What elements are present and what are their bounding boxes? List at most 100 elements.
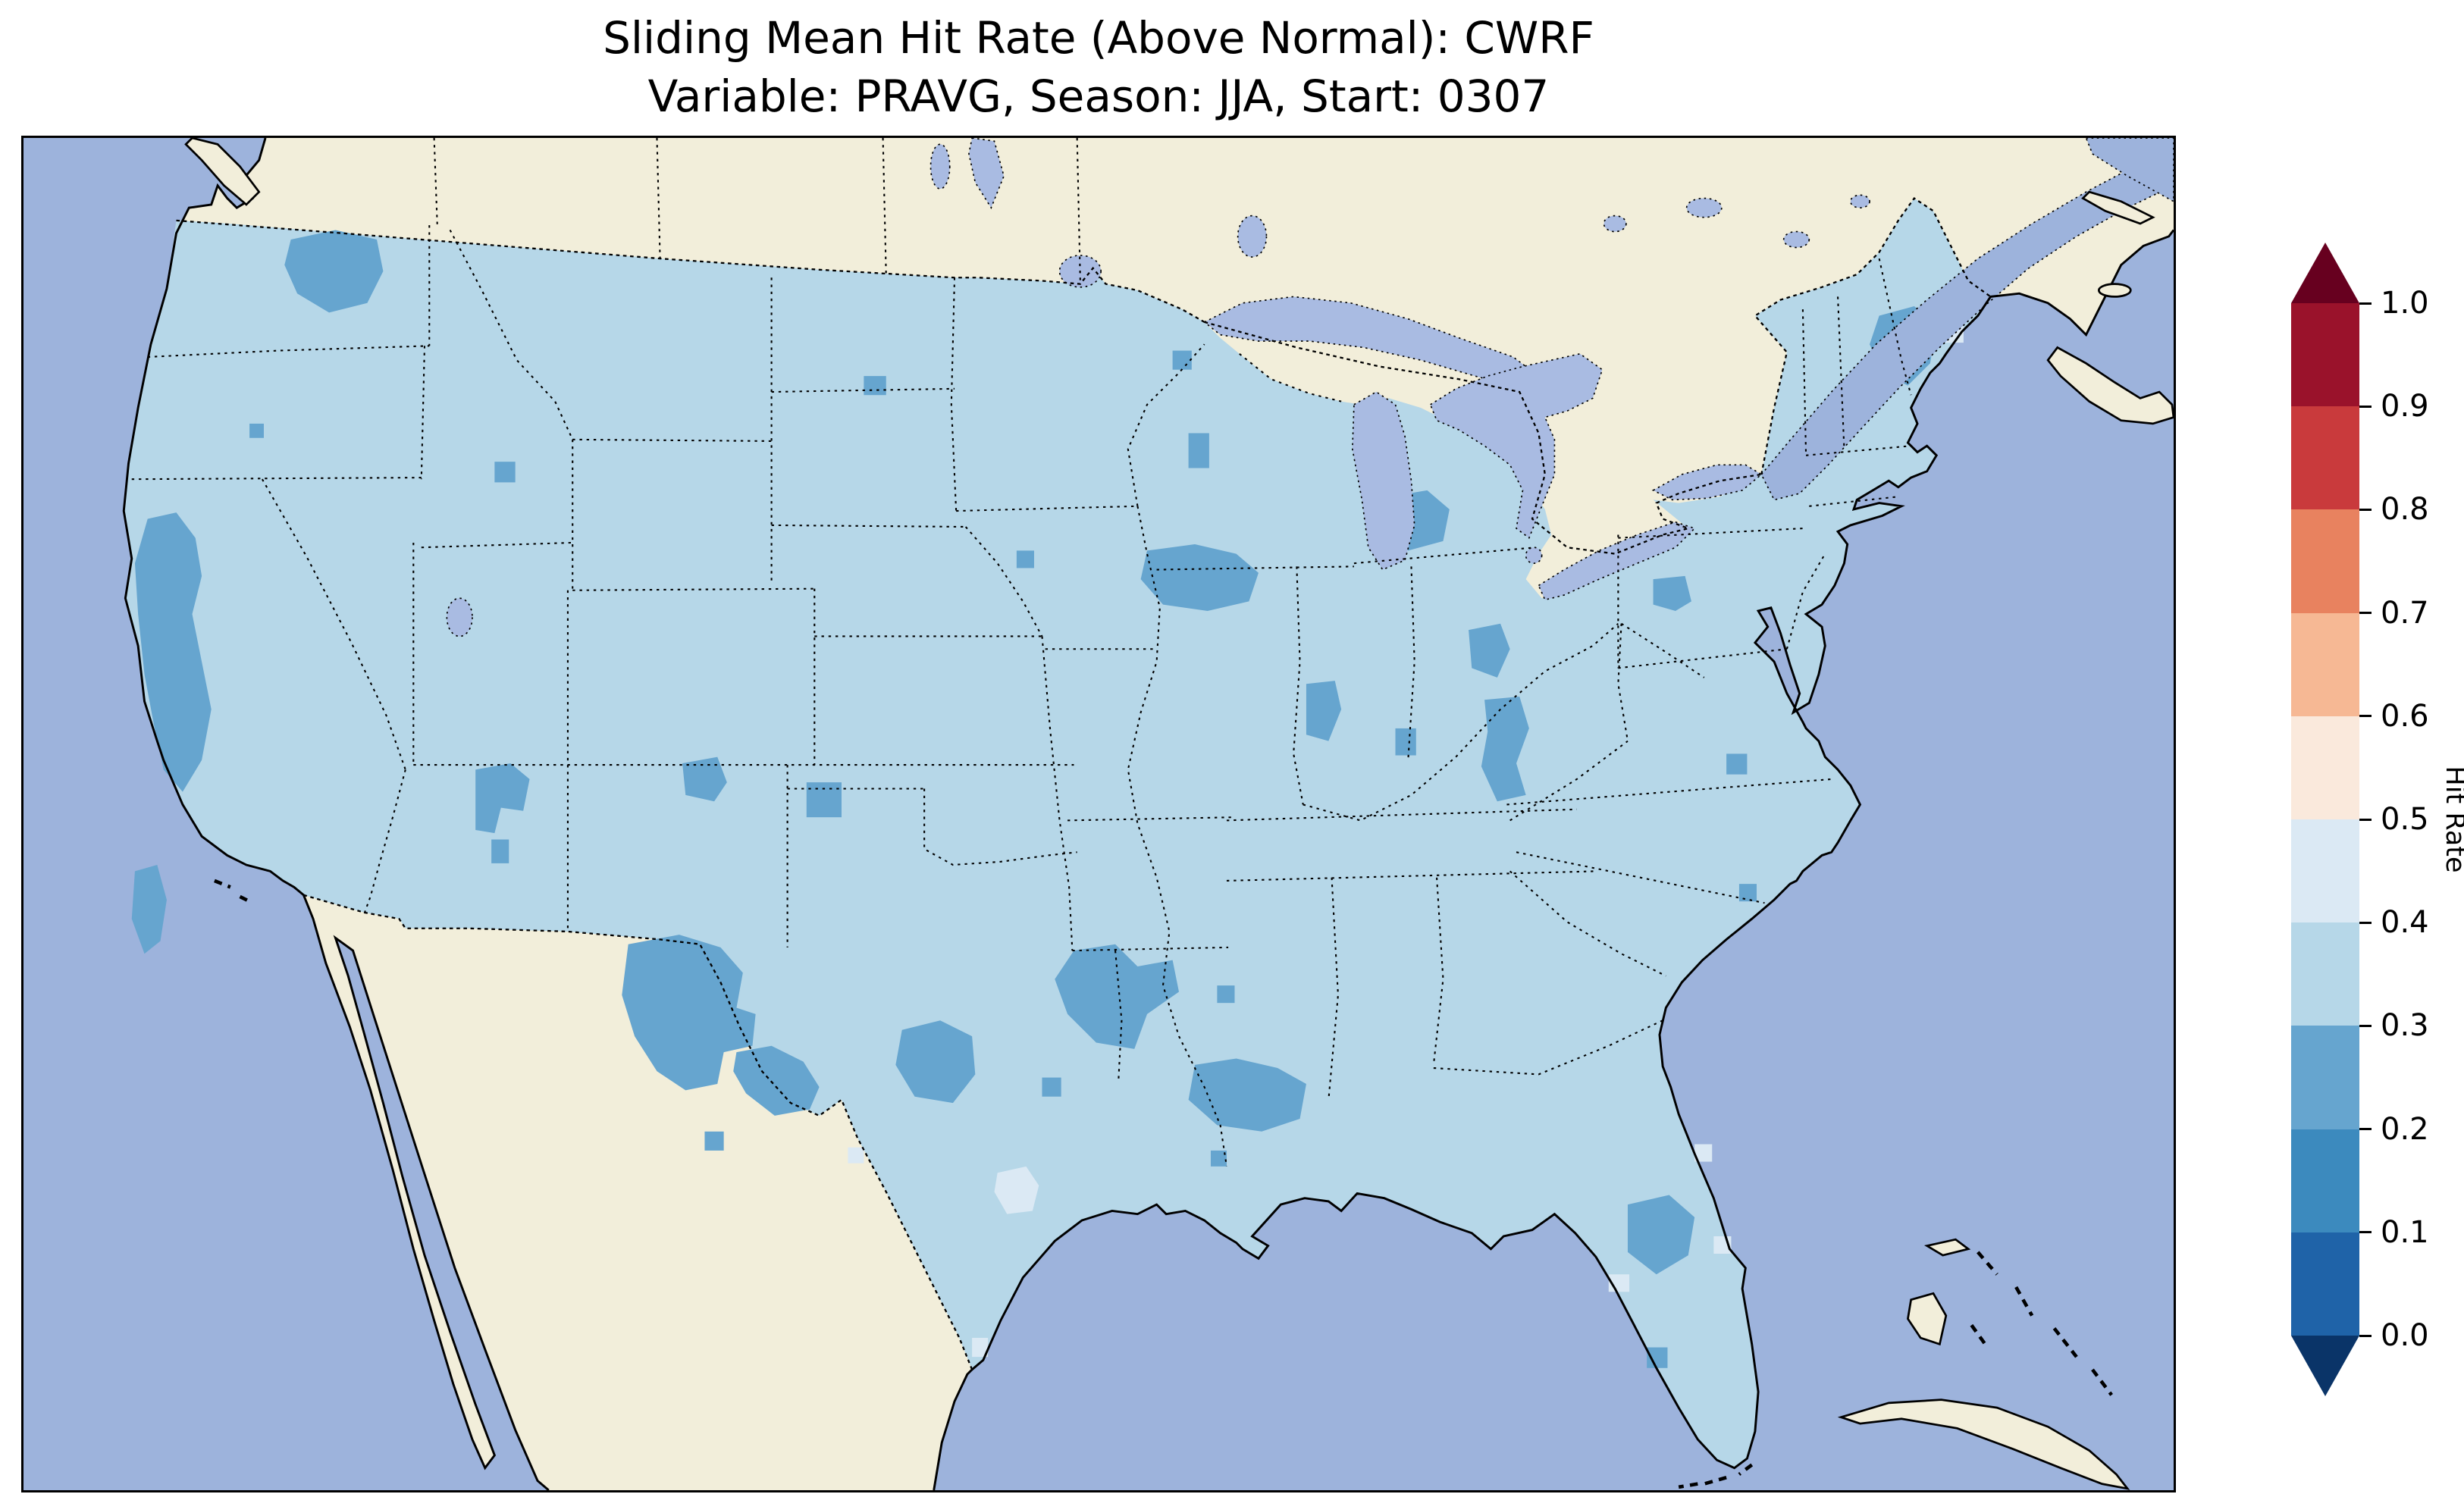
colorbar-tick bbox=[2359, 612, 2372, 615]
us-canada-border-lakes bbox=[1204, 321, 1762, 555]
colorbar-segment bbox=[2291, 1026, 2359, 1129]
canadian-lake bbox=[1850, 194, 1870, 208]
hit-rate-patch bbox=[806, 782, 842, 818]
st-lawrence-and-gulf bbox=[1760, 138, 2174, 501]
colorbar-label: Hit Rate bbox=[2440, 766, 2464, 873]
figure-title: Sliding Mean Hit Rate (Above Normal): CW… bbox=[21, 9, 2176, 125]
gulf-of-st-lawrence bbox=[2085, 138, 2174, 202]
hit-rate-patch-utah bbox=[475, 763, 530, 834]
conus-map bbox=[24, 138, 2174, 1490]
prince-edward-island bbox=[2097, 283, 2132, 298]
hit-rate-patch bbox=[1726, 753, 1748, 775]
hit-rate-patch-socal-coast bbox=[131, 865, 167, 954]
colorbar-segment bbox=[2291, 509, 2359, 613]
state-borders bbox=[131, 138, 1912, 1167]
colorbar-tick bbox=[2359, 508, 2372, 511]
lakes bbox=[446, 138, 1870, 637]
hit-rate-patch bbox=[491, 839, 509, 863]
colorbar-tick-label: 0.4 bbox=[2381, 905, 2429, 941]
map-frame bbox=[21, 136, 2176, 1492]
colorbar-arrow-top bbox=[2291, 243, 2359, 303]
country-borders bbox=[176, 196, 1992, 1370]
colorbar-body bbox=[2291, 303, 2359, 1336]
hit-rate-patch bbox=[1188, 433, 1209, 468]
colorbar-segment bbox=[2291, 922, 2359, 1026]
us-canada-border-northeast bbox=[1754, 196, 1992, 475]
colorbar-tick bbox=[2359, 818, 2372, 821]
hit-rate-patch bbox=[864, 376, 886, 396]
bahamas-chain bbox=[1970, 1251, 2113, 1396]
hit-rate-patch-indiana bbox=[1306, 681, 1342, 741]
title-line-2: Variable: PRAVG, Season: JJA, Start: 030… bbox=[647, 70, 1550, 122]
colorbar-tick bbox=[2359, 1231, 2372, 1234]
colorbar-tick-label: 0.2 bbox=[2381, 1111, 2429, 1147]
colorbar-tick-label: 0.6 bbox=[2381, 698, 2429, 734]
lake-erie bbox=[1538, 521, 1696, 601]
colorbar-tick bbox=[2359, 715, 2372, 718]
hit-rate-patch bbox=[1738, 884, 1757, 902]
colorbar-tick bbox=[2359, 921, 2372, 924]
hit-rate-patch-california-valley bbox=[134, 512, 212, 792]
colorbar-segment bbox=[2291, 406, 2359, 510]
us-canada-border-west bbox=[176, 219, 1205, 323]
lake-nipigon bbox=[1237, 215, 1268, 258]
st-lawrence-river bbox=[1760, 143, 2174, 501]
colorbar-segment bbox=[2291, 1129, 2359, 1232]
canadian-lake bbox=[1603, 215, 1627, 233]
island-chains bbox=[214, 879, 2113, 1489]
title-line-1: Sliding Mean Hit Rate (Above Normal): CW… bbox=[603, 12, 1594, 64]
colorbar-tick-label: 0.1 bbox=[2381, 1214, 2429, 1250]
andros-island bbox=[1907, 1292, 1948, 1346]
colorbar-tick bbox=[2359, 1024, 2372, 1027]
hit-rate-patches-02-03 bbox=[131, 230, 1937, 1368]
colorbar-tick-label: 1.0 bbox=[2381, 286, 2429, 321]
coastline bbox=[122, 138, 2174, 1490]
colorbar-segment bbox=[2291, 612, 2359, 716]
cuba bbox=[1837, 1398, 2130, 1490]
lake-michigan bbox=[1351, 391, 1415, 571]
hit-rate-patch-west-texas bbox=[733, 1045, 820, 1116]
colorbar-tick-label: 0.0 bbox=[2381, 1318, 2429, 1353]
colorbar-segment bbox=[2291, 303, 2359, 407]
vancouver-island bbox=[184, 138, 261, 206]
hit-rate-patch-ohio bbox=[1469, 623, 1510, 678]
hit-rate-patch-florida bbox=[1627, 1195, 1695, 1275]
hit-rate-patch-pennsylvania bbox=[1653, 575, 1691, 611]
colorbar-segment bbox=[2291, 716, 2359, 820]
anticosti-island bbox=[2081, 190, 2155, 225]
florida-keys bbox=[1678, 1463, 1754, 1489]
hit-rate-patch bbox=[1210, 1150, 1227, 1167]
hit-rate-patch bbox=[494, 462, 516, 483]
lake-huron bbox=[1429, 352, 1603, 539]
nova-scotia bbox=[2046, 346, 2174, 425]
hit-rate-patch bbox=[1217, 985, 1235, 1004]
hit-rate-patch bbox=[848, 1147, 864, 1164]
colorbar-tick-label: 0.7 bbox=[2381, 595, 2429, 631]
colorbar-tick-label: 0.3 bbox=[2381, 1008, 2429, 1044]
hit-rate-patch-louisiana bbox=[1188, 1058, 1306, 1132]
colorbar: 1.0 0.9 0.8 0.7 0.6 0.5 0.4 0.3 0.2 0.1 0.0 Hit Ra… bbox=[2291, 243, 2464, 1396]
hit-rate-patch bbox=[704, 1131, 724, 1151]
colorbar-arrow-bottom bbox=[2291, 1336, 2359, 1396]
great-salt-lake bbox=[446, 597, 473, 637]
colorbar-tick bbox=[2359, 1334, 2372, 1337]
colorbar-tick bbox=[2359, 302, 2372, 305]
hit-rate-patch-co-nm bbox=[682, 756, 727, 802]
colorbar-segment bbox=[2291, 1232, 2359, 1336]
hit-rate-patch bbox=[1016, 550, 1034, 568]
grand-bahama bbox=[1923, 1238, 1971, 1257]
canadian-lake bbox=[1782, 230, 1810, 249]
hit-rate-patch bbox=[1042, 1077, 1061, 1097]
islands bbox=[184, 138, 2174, 1490]
hit-rate-patch-washington bbox=[284, 230, 384, 313]
hit-rate-patch bbox=[249, 423, 264, 438]
hit-rate-patch bbox=[1694, 1144, 1713, 1162]
hit-rate-patch bbox=[1395, 728, 1416, 756]
hit-rate-patch bbox=[1172, 350, 1192, 370]
lake-winnipeg bbox=[968, 138, 1005, 209]
hit-rate-patch bbox=[994, 1166, 1039, 1214]
colorbar-tick bbox=[2359, 1128, 2372, 1131]
hit-rate-patch-kentucky bbox=[1481, 697, 1529, 802]
us-mexico-border bbox=[303, 894, 973, 1370]
